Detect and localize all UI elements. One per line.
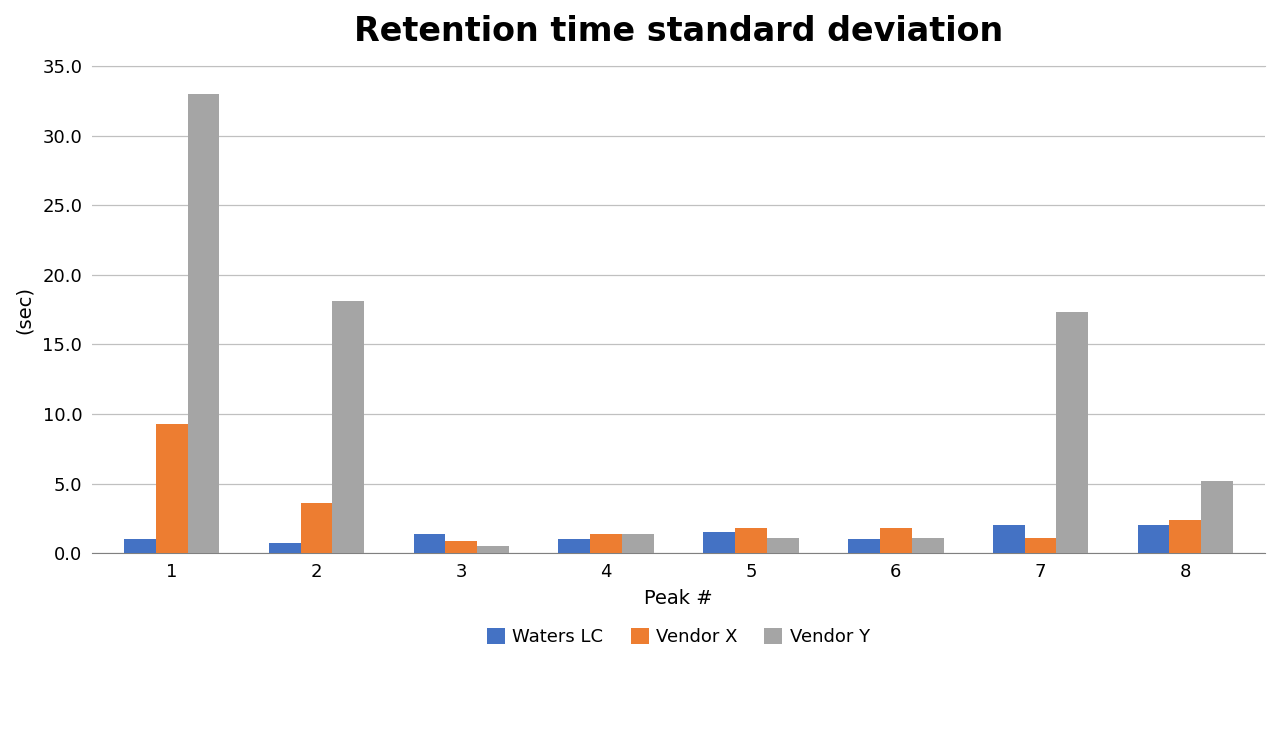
Bar <box>911 538 943 553</box>
Bar <box>413 534 445 553</box>
Title: Retention time standard deviation: Retention time standard deviation <box>353 15 1004 48</box>
Bar <box>1202 481 1233 553</box>
Bar <box>879 528 911 553</box>
Bar <box>333 301 365 553</box>
Bar <box>188 94 219 553</box>
Bar <box>558 539 590 553</box>
Bar <box>477 546 509 553</box>
Y-axis label: (sec): (sec) <box>15 286 35 334</box>
Bar <box>590 534 622 553</box>
Bar <box>847 539 879 553</box>
Bar <box>993 525 1024 553</box>
Bar <box>1056 312 1088 553</box>
Bar <box>301 503 333 553</box>
Bar <box>269 543 301 553</box>
Bar <box>1170 520 1202 553</box>
Bar <box>622 534 654 553</box>
Bar <box>124 539 156 553</box>
Bar <box>1138 525 1170 553</box>
Bar <box>703 532 735 553</box>
Bar <box>735 528 767 553</box>
Bar <box>156 424 188 553</box>
Legend: Waters LC, Vendor X, Vendor Y: Waters LC, Vendor X, Vendor Y <box>480 621 877 654</box>
Bar <box>1024 538 1056 553</box>
Bar <box>445 541 477 553</box>
Bar <box>767 538 799 553</box>
X-axis label: Peak #: Peak # <box>644 590 713 608</box>
